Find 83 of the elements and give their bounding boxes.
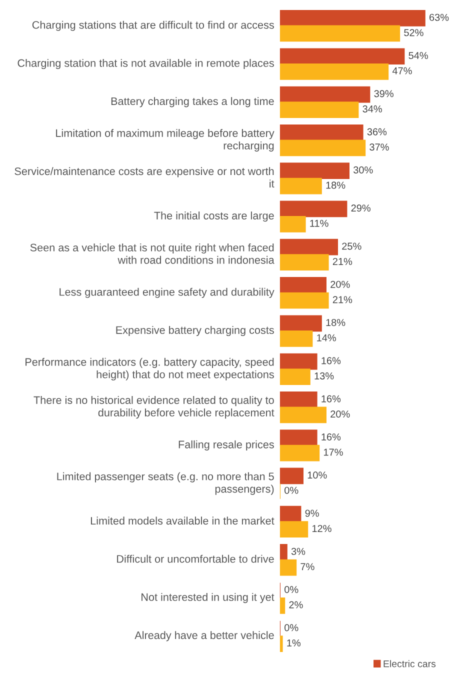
bar [280,521,308,538]
data-label: 0% [284,586,298,594]
data-label: 14% [317,334,336,342]
y-tick-label: Limited models available in the market [90,516,274,525]
y-tick-label: Battery charging takes a long time [111,97,274,108]
y-tick-label: Expensive battery charging costs [116,326,274,336]
bar [280,292,329,309]
bar [280,25,400,42]
bar [280,140,366,156]
data-label: 17% [324,448,343,456]
data-label: 3% [291,548,306,555]
data-label: 18% [326,318,346,326]
bar [280,315,322,332]
bar [280,597,286,614]
data-label: 36% [367,128,387,136]
data-label: 1% [287,639,301,646]
bar [280,330,313,347]
data-label: 20% [330,410,350,418]
y-tick-label: Falling resale prices [178,440,274,450]
data-label: 29% [351,204,370,212]
data-label: 30% [353,166,373,174]
bar [280,238,338,256]
data-label: 2% [289,601,303,608]
data-label: 7% [300,563,314,570]
y-tick-label: Performance indicators (e.g. battery capacity, speed height) that do not meet expectations [26,358,274,380]
y-tick-label: The initial costs are large [154,212,274,222]
data-label: 11% [310,220,328,227]
bar [280,102,359,118]
bar [280,254,329,271]
data-label: 9% [305,510,319,517]
bar [280,277,326,294]
bar [280,368,310,385]
y-tick-label: There is no historical evidence related to quality to durability before vehicle replacement [34,396,274,419]
y-tick-label: Charging stations that are difficult to find or access [32,20,274,31]
bar [280,444,320,462]
data-label: 13% [314,372,334,380]
data-label: 37% [370,144,389,151]
bar [280,162,350,179]
y-tick-label: Already have a better vehicle [134,631,274,642]
data-label: 16% [322,395,341,402]
bar [280,353,318,370]
data-label: 16% [322,433,341,440]
data-label: 20% [330,280,350,288]
data-label: 47% [392,67,412,74]
bar [280,430,318,446]
bar [280,544,288,560]
bar [280,636,283,652]
data-label: 10% [308,472,327,479]
data-label: 0% [284,486,298,494]
data-label: 34% [362,105,382,112]
bar [280,468,304,484]
y-tick-label: Charging station that is not available in remote places [18,58,274,70]
bar [280,406,326,424]
bar [280,86,370,103]
bar [280,559,297,576]
data-label: 21% [332,258,352,265]
bar [280,391,318,408]
data-label: 16% [322,357,341,364]
y-tick-label: Service/maintenance costs are expensive or not worth it [14,167,274,188]
y-tick-label: Not interested in using it yet [142,592,274,604]
bar [280,63,389,80]
legend-label: Electric cars [384,660,436,668]
data-label: 12% [312,524,332,532]
y-tick-label: Difficult or uncomfortable to drive [117,554,274,563]
data-label: 54% [408,52,428,60]
y-tick-label: Limited passenger seats (e.g. no more than 5 passengers) [57,472,274,495]
data-label: 18% [326,182,346,189]
data-label: 25% [342,242,362,250]
bar [280,216,306,232]
bar [280,124,364,141]
y-tick-label: Less guaranteed engine safety and durability [60,288,274,298]
y-tick-label: Seen as a vehicle that is not quite right when faced with road conditions in indonesia [30,243,274,264]
bar [280,48,405,65]
data-label: 21% [332,296,352,304]
y-tick-label: Limitation of maximum mileage before battery recharging [56,129,274,152]
data-label: 63% [430,14,449,21]
data-label: 52% [404,29,424,36]
bar [280,200,348,218]
bar [280,506,302,522]
bar [280,178,322,194]
data-label: 0% [284,624,298,632]
bar [280,10,426,26]
data-label: 39% [374,90,394,98]
